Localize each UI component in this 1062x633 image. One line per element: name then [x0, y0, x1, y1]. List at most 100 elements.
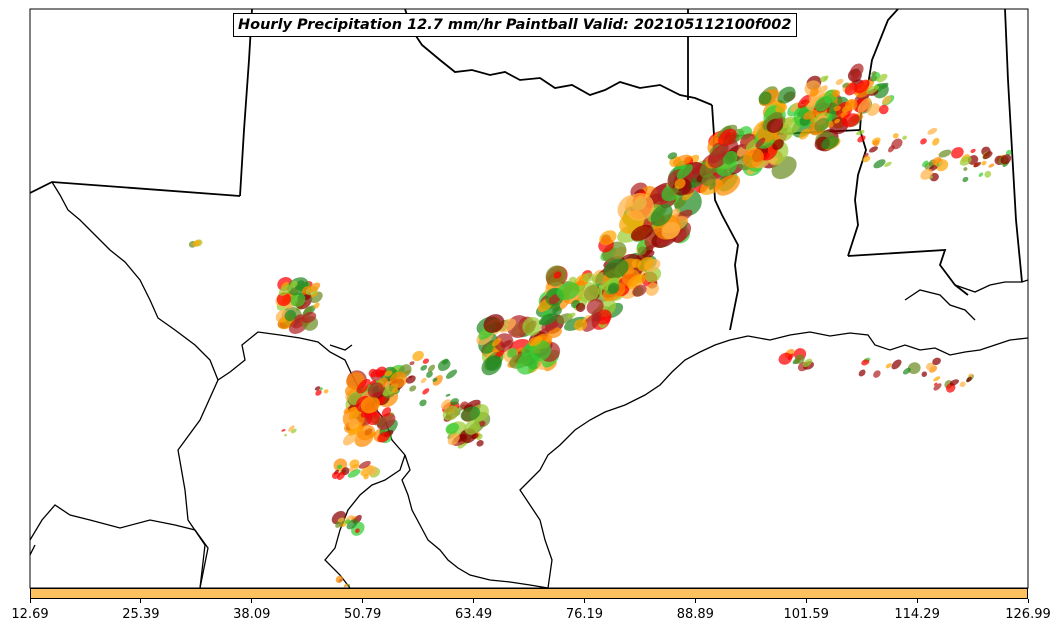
precip-blob	[891, 359, 902, 370]
precip-blob	[775, 103, 788, 114]
precip-blob	[479, 420, 486, 427]
precip-blob	[866, 85, 880, 95]
precip-blob	[892, 133, 899, 139]
colorbar-tick-label: 63.49	[454, 607, 493, 622]
precip-blob	[842, 82, 850, 88]
red-river-border	[404, 9, 713, 106]
precip-blob	[483, 314, 505, 333]
coast-detail	[329, 344, 353, 351]
precip-blob	[363, 474, 369, 480]
precip-blob	[778, 352, 793, 365]
precip-blob	[314, 386, 321, 391]
precip-blob	[349, 459, 360, 469]
precip-blob	[347, 469, 361, 478]
precip-blob	[582, 314, 601, 332]
precip-blob	[966, 376, 972, 383]
precip-blob	[553, 271, 562, 279]
precip-blob	[290, 280, 298, 288]
precip-blob	[873, 159, 886, 169]
precip-blob	[821, 136, 840, 150]
precip-blob	[797, 94, 812, 109]
precip-blob	[932, 357, 941, 366]
precip-blob	[742, 148, 764, 169]
precip-blob	[367, 382, 384, 398]
precip-blob	[192, 240, 202, 247]
precip-blob	[922, 160, 929, 168]
precip-blob	[856, 129, 865, 136]
colorbar-tick-mark	[251, 599, 253, 603]
precip-blob	[758, 91, 772, 105]
precip-blob	[412, 350, 424, 362]
precip-blob	[427, 364, 436, 372]
precip-blob	[276, 292, 292, 307]
colorbar-tick-label: 114.29	[894, 607, 940, 622]
precip-blob	[920, 138, 927, 145]
precip-blob	[442, 405, 460, 421]
precip-blob	[834, 118, 841, 124]
precip-blob	[878, 104, 889, 115]
precip-blob	[281, 429, 286, 432]
precip-blob	[667, 152, 678, 160]
precip-blob	[1000, 154, 1012, 165]
precip-blob	[345, 519, 351, 525]
precip-blob	[440, 399, 452, 410]
precip-blob	[949, 379, 959, 386]
precip-blob	[422, 388, 430, 395]
precip-blob	[672, 154, 692, 167]
precip-blob	[631, 258, 642, 268]
precip-blob	[933, 383, 942, 391]
precip-blob	[873, 370, 881, 378]
precip-blob	[603, 258, 629, 279]
precip-blob	[481, 355, 502, 376]
colorbar-tick-mark	[805, 599, 807, 603]
precip-blob	[951, 147, 964, 159]
precip-blob	[970, 148, 976, 153]
precip-blob	[872, 140, 880, 147]
precip-blob	[437, 359, 451, 372]
precip-blob	[674, 178, 686, 190]
precip-blob	[405, 375, 416, 384]
precipitation-blobs	[188, 63, 1012, 588]
precip-blob	[902, 135, 908, 140]
precip-blob	[645, 282, 659, 296]
colorbar-tick-mark	[583, 599, 585, 603]
precip-blob	[833, 105, 841, 112]
precip-blob	[522, 316, 542, 336]
precip-blob	[337, 517, 345, 523]
precip-blob	[709, 182, 716, 191]
precip-blob	[426, 370, 433, 378]
precip-blob	[301, 311, 317, 323]
precip-blob	[507, 348, 517, 358]
precip-blob	[556, 282, 580, 301]
precip-blob	[921, 371, 928, 377]
precip-blob	[932, 137, 940, 146]
precip-blob	[772, 139, 784, 151]
precip-blob	[381, 407, 392, 417]
precip-blob	[445, 393, 451, 397]
precip-blob	[538, 313, 553, 325]
precip-blob	[368, 368, 378, 378]
precip-blob	[420, 377, 427, 384]
precip-blob	[959, 381, 966, 388]
precip-blob	[409, 385, 417, 392]
colorbar-tick-label: 50.79	[344, 607, 382, 622]
precip-blob	[981, 160, 987, 166]
precip-blob	[1005, 149, 1012, 156]
precip-blob	[460, 406, 481, 422]
colorbar-tick-mark	[140, 599, 142, 603]
precip-blob	[832, 89, 841, 97]
precip-blob	[389, 371, 408, 389]
ms-coastline	[954, 279, 1028, 293]
precip-blob	[432, 377, 438, 382]
mexico-state-border-3	[30, 504, 209, 588]
precip-blob	[637, 246, 647, 256]
precip-blob	[876, 73, 888, 83]
precip-blob	[348, 418, 360, 430]
precip-blob	[674, 188, 702, 217]
texas-coastline	[519, 335, 749, 588]
precip-blob	[755, 137, 766, 148]
precip-blob	[845, 99, 858, 111]
precip-blob	[722, 150, 738, 166]
precip-blob	[814, 117, 830, 132]
precip-blob	[419, 399, 427, 407]
